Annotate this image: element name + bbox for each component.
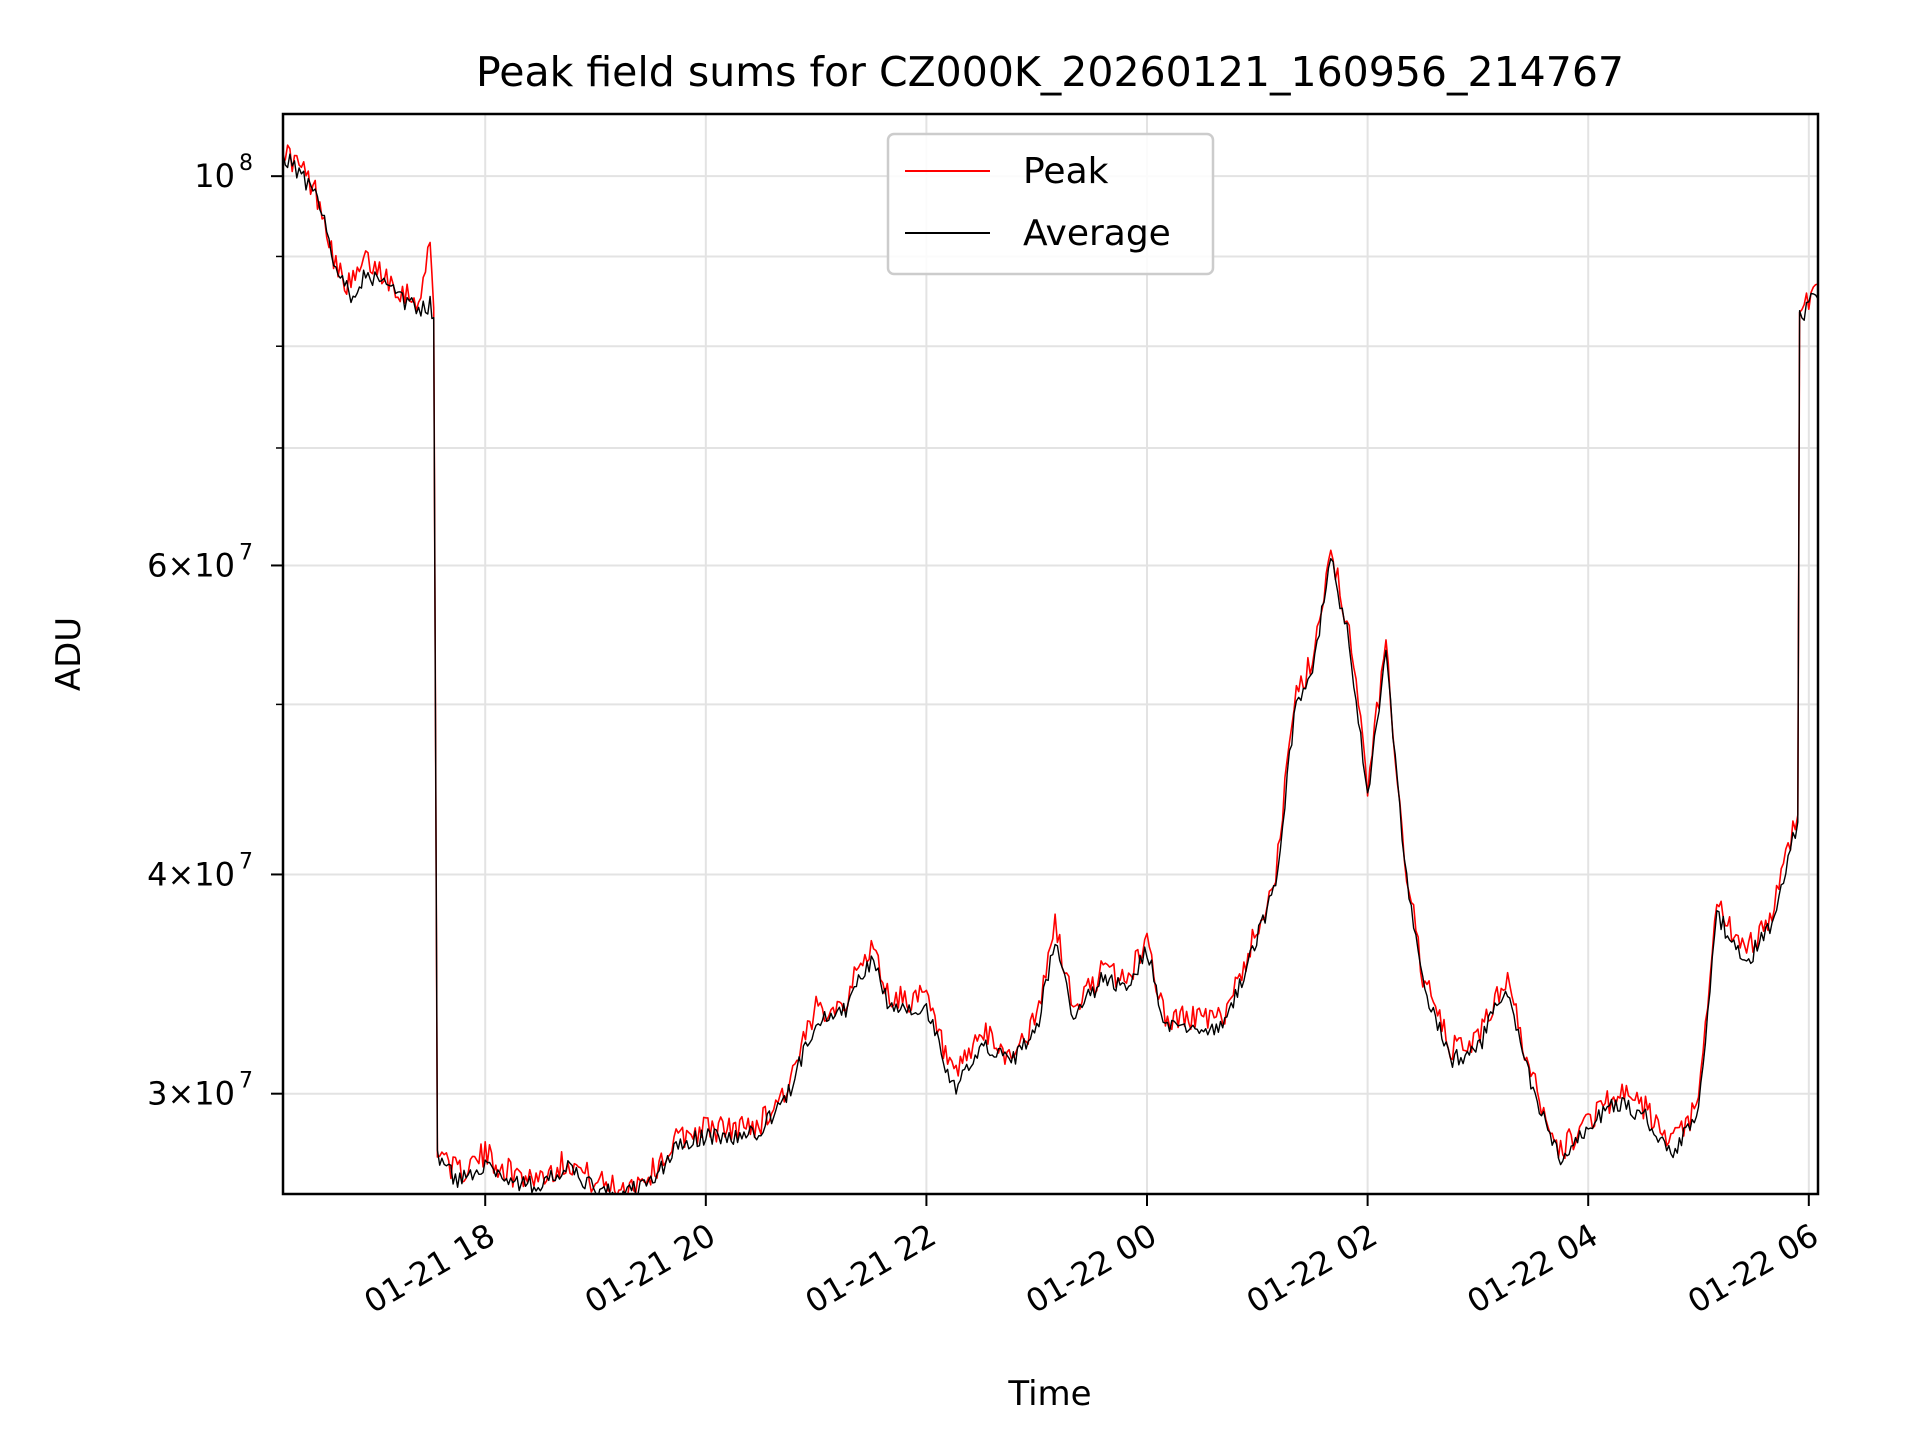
y-tick-exponent: 7	[239, 540, 253, 565]
legend-box	[886, 132, 1215, 276]
plot-frame	[281, 112, 1820, 1196]
y-tick-exponent: 8	[239, 151, 253, 176]
legend-label-average: Average	[1023, 213, 1171, 254]
legend: Peak Average	[886, 132, 1215, 276]
y-tick-exponent: 7	[239, 1069, 253, 1094]
series-line-peak	[283, 144, 1818, 1194]
y-tick-label: 10	[194, 157, 235, 195]
series-layer	[283, 144, 1818, 1194]
y-tick-exponent: 7	[239, 849, 253, 874]
grid-layer	[283, 114, 1818, 1194]
legend-label-peak: Peak	[1023, 151, 1109, 192]
x-axis-label: Time	[1007, 1374, 1091, 1414]
chart-title: Peak field sums for CZ000K_20260121_1609…	[476, 48, 1624, 96]
y-tick-label: 6×10	[147, 546, 235, 584]
y-tick-label: 3×10	[147, 1075, 235, 1113]
series-line-average	[283, 152, 1818, 1194]
y-tick-label: 4×10	[147, 855, 235, 893]
y-axis-label: ADU	[49, 617, 89, 691]
